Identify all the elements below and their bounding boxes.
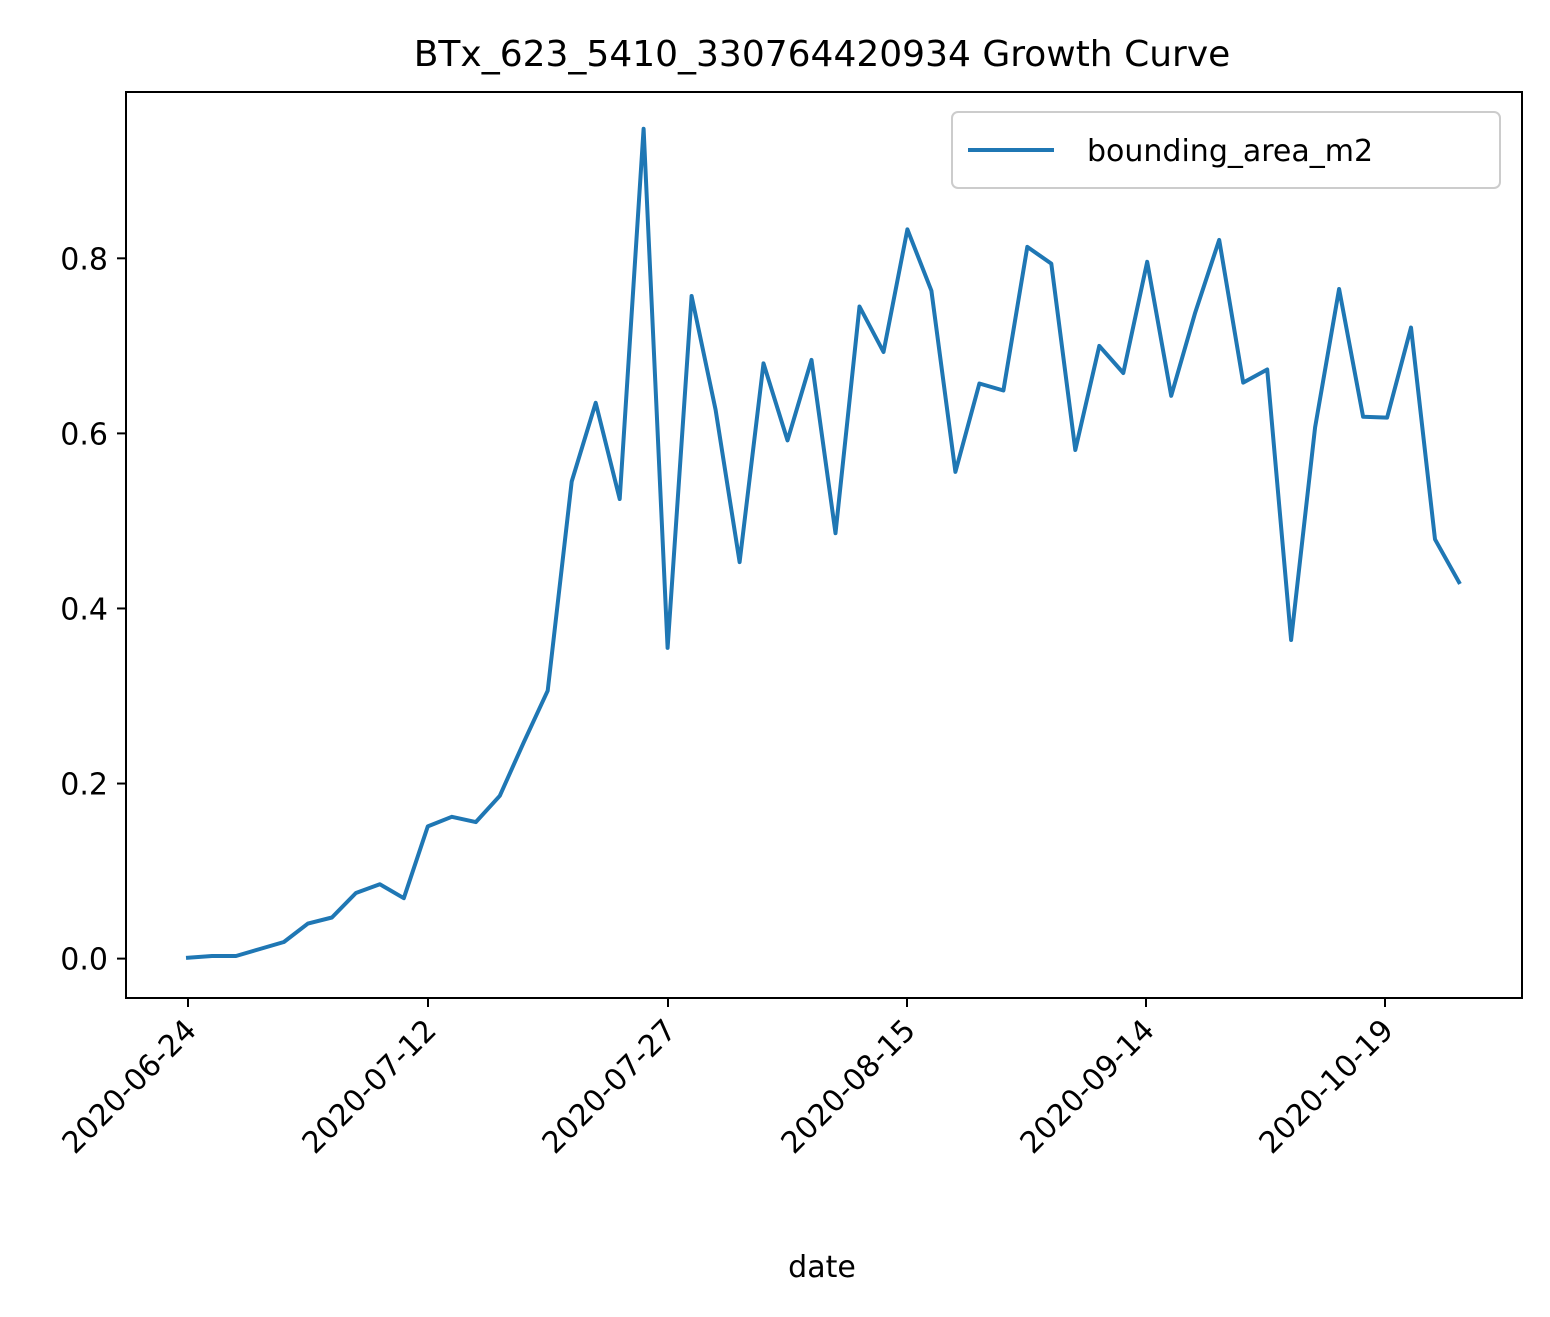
x-axis-label: date <box>788 1250 856 1285</box>
legend-label: bounding_area_m2 <box>1087 134 1373 169</box>
y-axis: 0.0 0.2 0.4 0.6 0.8 <box>60 242 126 978</box>
y-tick-label: 0.6 <box>60 417 108 452</box>
legend-box <box>951 111 1501 189</box>
y-tick-label: 0.0 <box>60 943 108 978</box>
y-tick-label: 0.4 <box>60 592 108 627</box>
chart-title: BTx_623_5410_330764420934 Growth Curve <box>414 34 1231 75</box>
y-tick-label: 0.2 <box>60 768 108 803</box>
series-line-bounding-area-m2 <box>185 126 1462 960</box>
plot-frame <box>125 91 1523 999</box>
y-tick-label: 0.8 <box>60 242 108 277</box>
legend: bounding_area_m2 <box>951 111 1501 189</box>
plot-area <box>126 92 1522 998</box>
